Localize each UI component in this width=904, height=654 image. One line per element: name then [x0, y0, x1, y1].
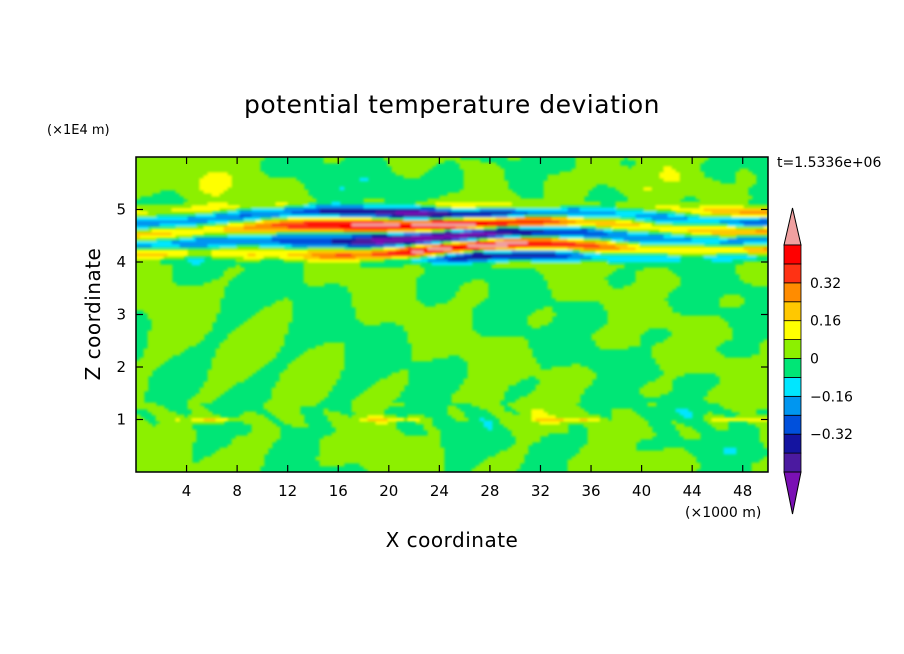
colorbar-segment — [783, 301, 802, 322]
x-tick-label: 40 — [632, 482, 651, 500]
x-tick-label: 48 — [733, 482, 752, 500]
colorbar-min-arrow — [783, 471, 802, 515]
colorbar-tick-label: −0.32 — [810, 427, 853, 443]
time-label: t=1.5336e+06 — [777, 155, 881, 171]
y-tick-label: 5 — [116, 201, 126, 219]
colorbar-tick-label: 0.16 — [810, 314, 841, 330]
x-tick-label: 36 — [581, 482, 600, 500]
x-unit-label: (×1000 m) — [685, 505, 761, 521]
x-tick-label: 20 — [379, 482, 398, 500]
x-tick-label: 24 — [430, 482, 449, 500]
colorbar: 0.32 0.16 0 −0.16 −0.32 — [783, 207, 853, 515]
chart-title: potential temperature deviation — [244, 90, 660, 119]
x-tick-label: 12 — [278, 482, 297, 500]
colorbar-segment — [783, 263, 802, 284]
colorbar-tick-label: 0 — [810, 352, 819, 368]
colorbar-tick-label: −0.16 — [810, 389, 853, 405]
colorbar-segment — [783, 282, 802, 303]
x-tick-label: 16 — [329, 482, 348, 500]
contour-field — [136, 157, 768, 472]
colorbar-segment — [783, 358, 802, 378]
colorbar-segment — [783, 377, 802, 397]
y-tick-label: 3 — [116, 306, 126, 324]
y-tick-label: 4 — [116, 253, 126, 271]
colorbar-segment — [783, 433, 802, 454]
colorbar-segment — [783, 339, 802, 359]
x-axis: 4 8 12 16 20 24 28 32 36 40 44 48 — [182, 157, 752, 500]
x-tick-label: 28 — [480, 482, 499, 500]
colorbar-segment — [783, 452, 802, 473]
y-axis: 1 2 3 4 5 — [116, 201, 768, 429]
x-tick-label: 44 — [683, 482, 702, 500]
y-unit-label: (×1E4 m) — [47, 123, 110, 138]
colorbar-max-arrow — [783, 207, 802, 246]
y-tick-label: 1 — [116, 411, 126, 429]
colorbar-segment — [783, 320, 802, 340]
colorbar-segment — [783, 395, 802, 416]
colorbar-tick-label: 0.32 — [810, 276, 841, 292]
colorbar-segment — [783, 414, 802, 435]
y-tick-label: 2 — [116, 358, 126, 376]
x-tick-label: 32 — [531, 482, 550, 500]
y-axis-label: Z coordinate — [81, 248, 105, 381]
colorbar-segment — [783, 244, 802, 265]
x-tick-label: 8 — [232, 482, 242, 500]
x-tick-label: 4 — [182, 482, 192, 500]
x-axis-label: X coordinate — [386, 528, 519, 552]
plot-area — [136, 157, 768, 472]
